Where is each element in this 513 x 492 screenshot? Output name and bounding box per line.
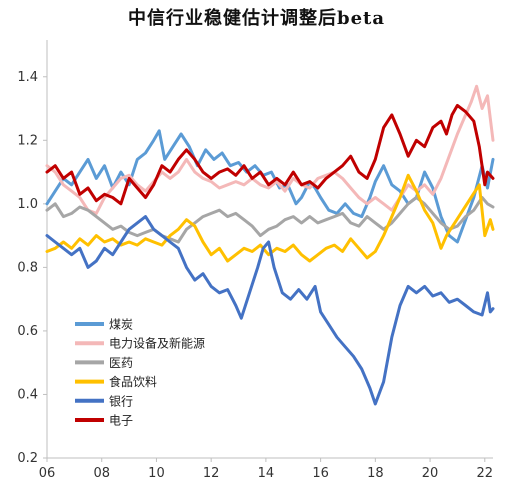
y-tick-label: 0.6 <box>17 324 38 339</box>
series-line <box>45 173 495 263</box>
y-tick-label: 1.0 <box>17 197 38 212</box>
series-line <box>45 215 495 406</box>
legend-label: 食品饮料 <box>109 374 157 389</box>
y-tick-label: 1.4 <box>17 70 38 85</box>
series-line <box>45 196 495 244</box>
y-tick-label: 0.4 <box>17 387 38 402</box>
y-tick-label: 1.2 <box>17 133 38 148</box>
y-tick-label: 0.8 <box>17 260 38 275</box>
legend-label: 煤炭 <box>109 318 133 332</box>
legend-label: 电力设备及新能源 <box>109 336 205 351</box>
series-line <box>45 103 495 206</box>
legend-label: 电子 <box>109 414 133 428</box>
x-tick-label: 14 <box>258 466 275 481</box>
x-tick-label: 12 <box>203 466 220 481</box>
x-tick-label: 06 <box>39 466 56 481</box>
x-tick-label: 20 <box>422 466 439 481</box>
x-tick-label: 18 <box>367 466 384 481</box>
x-tick-label: 08 <box>93 466 110 481</box>
axes: 0.2 0.4 0.6 0.8 1.0 1.2 1.4 06 08 10 12 14 16 18 20 22 <box>17 40 493 481</box>
series-line <box>45 84 495 215</box>
legend-label: 医药 <box>109 356 133 370</box>
x-tick-label: 10 <box>148 466 165 481</box>
chart-title: 中信行业稳健估计调整后beta <box>127 8 385 29</box>
legend-label: 银行 <box>109 394 133 408</box>
x-tick-label: 16 <box>312 466 329 481</box>
series-group <box>45 84 495 406</box>
x-tick-label: 22 <box>477 466 494 481</box>
y-tick-label: 0.2 <box>17 451 38 466</box>
